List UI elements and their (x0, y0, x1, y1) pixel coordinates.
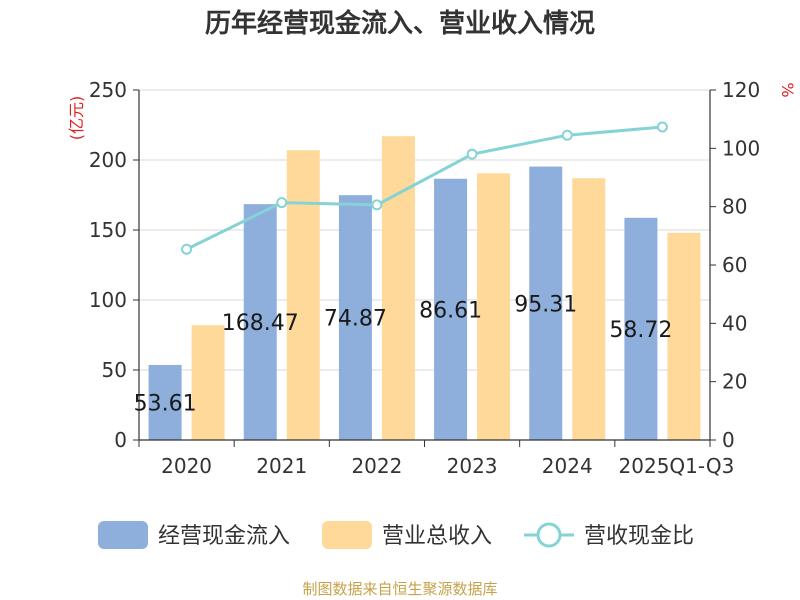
legend-swatch-ratio-point (536, 522, 562, 548)
y-left-tick-label: 150 (89, 218, 127, 242)
gridlines (139, 89, 710, 371)
legend-label: 营收现金比 (584, 524, 694, 549)
data-label: 95.31 (514, 292, 577, 317)
x-tick-label: 2022 (351, 454, 402, 478)
y-left-tick-label: 100 (89, 288, 127, 312)
data-label: 58.72 (609, 318, 672, 343)
ratio-point (371, 199, 383, 211)
ratio-point (181, 243, 193, 255)
bar-cash-inflow (148, 364, 182, 440)
y-right-tick-label: 60 (722, 253, 747, 277)
y-right-tick-label: 0 (722, 428, 735, 452)
y-right-unit: % (778, 82, 797, 97)
data-label: 74.87 (324, 307, 387, 332)
y-left-tick-label: 200 (89, 148, 127, 172)
data-labels: 53.61 168.47 74.87 86.61 95.31 58.72 (134, 292, 673, 416)
line-series (181, 121, 668, 255)
legend-swatch-revenue (322, 521, 372, 549)
ratio-line (185, 125, 663, 251)
bar-cash-inflow (434, 178, 468, 440)
bar-series (148, 136, 701, 441)
x-tick-label: 2021 (256, 454, 307, 478)
y-right-tick-label: 40 (722, 311, 747, 335)
x-tick-label: 2023 (447, 454, 498, 478)
ratio-point (561, 129, 573, 141)
y-left-tick-label: 250 (89, 78, 127, 102)
bar-revenue (381, 136, 415, 440)
legend-label: 营业总收入 (382, 524, 492, 549)
bar-cash-inflow (338, 195, 372, 440)
y-right-tick-label: 80 (722, 195, 747, 219)
axes: 0 50 100 150 200 250 0 20 40 60 80 100 120 2020 2021 20… (89, 78, 760, 478)
legend-swatch-cash-inflow (98, 521, 148, 549)
ratio-point (656, 121, 668, 133)
bar-revenue (286, 150, 320, 440)
bar-cash-inflow (529, 166, 563, 441)
y-right-tick-label: 120 (722, 78, 760, 102)
bar-revenue (191, 325, 225, 440)
source-note: 制图数据来自恒生聚源数据库 (302, 580, 497, 598)
bar-cash-inflow (624, 217, 658, 440)
bar-cash-inflow (243, 204, 277, 440)
ratio-point (466, 148, 478, 160)
chart-title: 历年经营现金流入、营业收入情况 (205, 8, 595, 39)
y-left-tick-label: 0 (114, 428, 127, 452)
x-tick-label: 2020 (161, 454, 212, 478)
ratio-point (276, 197, 288, 209)
y-left-unit: (亿元) (67, 96, 86, 141)
bar-revenue (477, 173, 511, 441)
bar-revenue (572, 178, 606, 440)
y-right-tick-label: 100 (722, 136, 760, 160)
data-label: 86.61 (419, 298, 482, 323)
x-tick-label: 2025Q1-Q3 (619, 454, 735, 478)
legend: 经营现金流入 营业总收入 营收现金比 (98, 521, 694, 549)
bar-revenue (667, 232, 701, 440)
y-right-tick-label: 20 (722, 370, 747, 394)
x-tick-label: 2024 (542, 454, 593, 478)
data-label: 168.47 (222, 311, 299, 336)
y-left-tick-label: 50 (102, 358, 127, 382)
data-label: 53.61 (134, 391, 197, 416)
legend-label: 经营现金流入 (158, 524, 290, 549)
